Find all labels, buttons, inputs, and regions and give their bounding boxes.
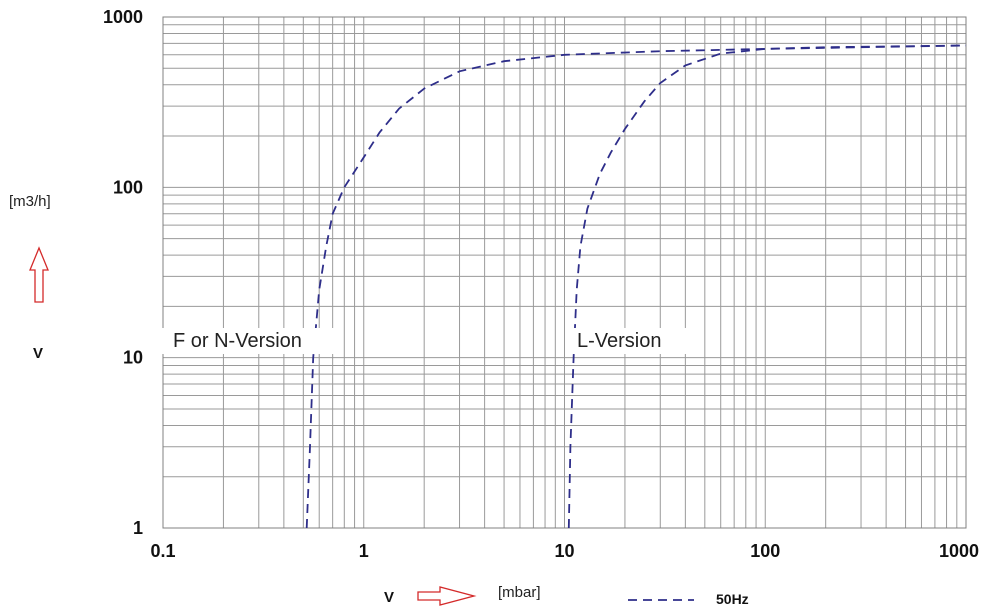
curve-label-f-or-n-version: F or N-Version — [173, 330, 302, 352]
x-axis-right-arrow-icon — [417, 586, 477, 606]
y-tick-label: 1 — [133, 518, 143, 538]
y-tick-label: 1000 — [103, 7, 143, 27]
curve-label-bg-l — [568, 328, 690, 354]
x-tick-label: 1000 — [939, 541, 979, 561]
y-axis-up-arrow-icon — [29, 246, 49, 303]
series-line-f-or-n-version — [305, 44, 967, 529]
x-axis-symbol: V — [384, 589, 394, 606]
x-tick-label: 10 — [554, 541, 574, 561]
y-tick-label: 10 — [123, 348, 143, 368]
legend-label: 50Hz — [716, 591, 749, 607]
x-axis-unit: [mbar] — [498, 584, 541, 601]
y-axis-unit: [m3/h] — [9, 193, 51, 210]
x-tick-label: 0.1 — [150, 541, 175, 561]
y-tick-label: 100 — [113, 177, 143, 197]
y-axis-tick-labels: 1 10 100 1000 — [103, 7, 143, 538]
plot-area-border — [162, 16, 967, 529]
chart-grid — [162, 17, 966, 529]
series-line-l-version — [567, 44, 967, 529]
x-tick-label: 100 — [750, 541, 780, 561]
x-tick-label: 1 — [359, 541, 369, 561]
x-axis-tick-labels: 0.1 1 10 100 1000 — [150, 541, 979, 561]
y-axis-symbol: V — [33, 345, 43, 362]
curve-label-bg-fn — [160, 328, 336, 354]
curve-label-l-version: L-Version — [577, 330, 662, 352]
series-layer — [305, 44, 967, 529]
